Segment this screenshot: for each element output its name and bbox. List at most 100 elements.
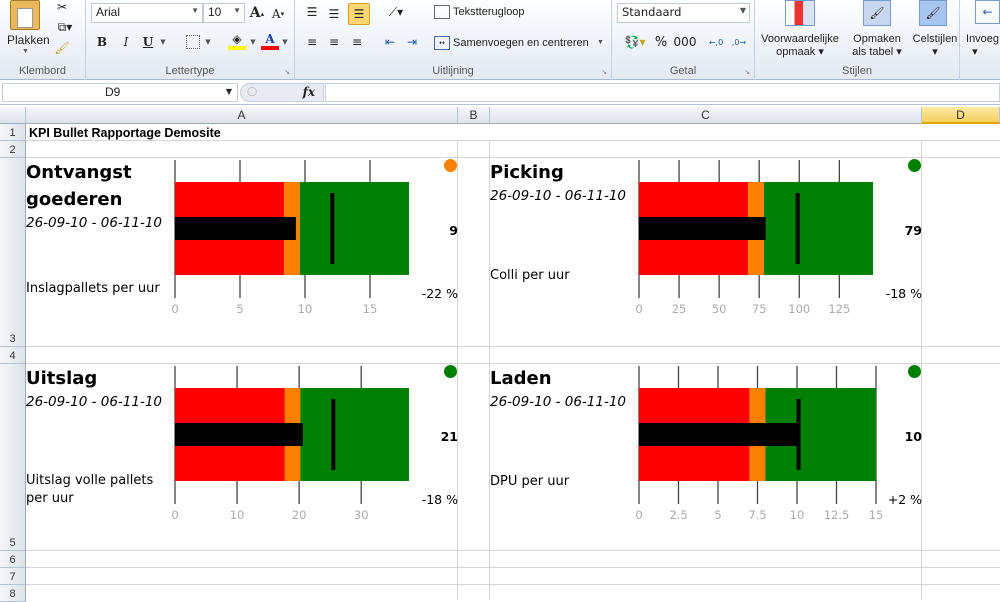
cell-styles-button[interactable]: Celstijlen ▾ bbox=[912, 33, 958, 58]
group-cells: ← Invoeg ▾ bbox=[960, 0, 1000, 80]
format-as-table-icon[interactable]: 🖌 bbox=[863, 0, 891, 26]
kpi-date-range: 26-09-10 - 06-11-10 bbox=[490, 394, 627, 410]
gridline bbox=[457, 141, 458, 600]
gridline bbox=[489, 141, 490, 600]
shrink-font-icon[interactable]: A ▾ bbox=[271, 7, 285, 21]
cell-styles-icon[interactable]: 🖌 bbox=[919, 0, 947, 26]
insert-icon[interactable]: ← bbox=[975, 0, 1000, 24]
copy-icon[interactable]: ⧉▾ bbox=[57, 19, 73, 34]
chevron-down-icon[interactable]: ▼ bbox=[225, 87, 232, 96]
orientation-icon[interactable]: ⟋▾ bbox=[388, 4, 404, 19]
column-header-a[interactable]: A bbox=[26, 107, 458, 124]
chevron-down-icon[interactable]: ▼ bbox=[597, 39, 604, 46]
gridline bbox=[26, 550, 1000, 551]
tick-label: 0 bbox=[635, 508, 642, 522]
align-left-icon[interactable]: ≡ bbox=[306, 35, 318, 49]
row-header-6[interactable]: 6 bbox=[0, 551, 26, 568]
format-painter-icon[interactable]: 🖌 bbox=[54, 41, 70, 55]
align-middle-icon[interactable]: ☰ bbox=[328, 7, 340, 21]
paste-dropdown[interactable]: ▼ bbox=[22, 48, 29, 55]
italic-button[interactable]: I bbox=[123, 35, 129, 49]
percent-button[interactable]: % bbox=[654, 34, 668, 50]
merge-center-button[interactable]: Samenvoegen en centreren bbox=[453, 37, 589, 49]
column-header-d[interactable]: D bbox=[922, 107, 1000, 124]
row-header-1[interactable]: 1 bbox=[0, 124, 26, 141]
borders-icon[interactable] bbox=[186, 35, 200, 49]
gridline bbox=[26, 346, 1000, 347]
group-label: Klembord bbox=[18, 65, 67, 77]
conditional-formatting-button[interactable]: Voorwaardelijke opmaak ▾ bbox=[761, 33, 839, 58]
row-header-3[interactable]: 3 bbox=[0, 158, 26, 347]
column-header-c[interactable]: C bbox=[490, 107, 922, 124]
row-header-4[interactable]: 4 bbox=[0, 347, 26, 364]
measure-bar bbox=[639, 217, 766, 240]
row-header-8[interactable]: 8 bbox=[0, 585, 26, 602]
currency-icon[interactable]: 💱▾ bbox=[624, 35, 646, 49]
row-header-2[interactable]: 2 bbox=[0, 141, 26, 158]
tick-label: 50 bbox=[712, 302, 727, 316]
column-header-b[interactable]: B bbox=[458, 107, 490, 124]
measure-bar bbox=[639, 423, 801, 446]
increase-decimal-icon[interactable]: ←,0 bbox=[708, 37, 724, 47]
gridline bbox=[26, 140, 1000, 141]
fill-color-icon[interactable]: ◈ bbox=[228, 32, 246, 50]
chevron-down-icon[interactable]: ▼ bbox=[282, 38, 288, 46]
font-size-value: 10 bbox=[208, 5, 222, 19]
target-marker bbox=[796, 399, 801, 470]
insert-function-button[interactable]: fx bbox=[302, 85, 315, 99]
sheet-title-cell[interactable]: KPI Bullet Rapportage Demosite bbox=[29, 126, 221, 140]
expand-handle-icon[interactable]: ◯ bbox=[247, 87, 258, 97]
kpi-title: Uitslag bbox=[26, 368, 98, 389]
chevron-down-icon[interactable]: ▼ bbox=[205, 38, 211, 46]
font-size-select[interactable]: 10 ▼ bbox=[203, 3, 245, 23]
font-name-select[interactable]: Arial ▼ bbox=[91, 3, 203, 23]
dialog-launcher-icon[interactable]: ↘ bbox=[284, 68, 290, 76]
select-all-corner[interactable] bbox=[0, 107, 26, 124]
bullet-chart: 0 5 10 15 bbox=[171, 160, 409, 316]
formula-input[interactable] bbox=[325, 83, 1000, 102]
name-box-value: D9 bbox=[105, 85, 121, 99]
align-bottom-icon[interactable]: ☰ bbox=[348, 3, 370, 25]
range-good bbox=[299, 182, 409, 275]
bold-button[interactable]: B bbox=[96, 35, 108, 49]
kpi-metric-label: Uitslag volle pallets per uur bbox=[26, 473, 154, 506]
group-font: Arial ▼ 10 ▼ A ▴ A ▾ B I U ▼ ▼ ◈ ▼ A ▼ Lette… bbox=[86, 0, 295, 80]
cut-icon[interactable]: ✂ bbox=[56, 0, 68, 14]
gridline bbox=[26, 567, 1000, 568]
format-as-table-button[interactable]: Opmaken als tabel ▾ bbox=[852, 33, 902, 58]
kpi-delta: +2 % bbox=[887, 492, 922, 507]
chevron-down-icon: ▼ bbox=[739, 6, 746, 15]
row-header-5[interactable]: 5 bbox=[0, 364, 26, 551]
number-format-select[interactable]: Standaard ▼ bbox=[617, 3, 750, 23]
font-color-icon[interactable]: A bbox=[261, 32, 279, 50]
dialog-launcher-icon[interactable]: ↘ bbox=[744, 68, 750, 76]
grow-font-icon[interactable]: A ▴ bbox=[249, 5, 265, 21]
underline-button[interactable]: U bbox=[142, 35, 154, 49]
name-box[interactable]: D9 ▼ bbox=[2, 83, 238, 102]
row-header-7[interactable]: 7 bbox=[0, 568, 26, 585]
target-marker bbox=[331, 399, 336, 470]
status-indicator-icon bbox=[444, 365, 457, 378]
decrease-indent-icon[interactable]: ⇤ bbox=[384, 35, 396, 49]
align-top-icon[interactable]: ☰ bbox=[306, 5, 318, 19]
align-right-icon[interactable]: ≡ bbox=[351, 35, 363, 49]
merge-center-icon[interactable]: ↔ bbox=[434, 36, 450, 50]
chevron-down-icon[interactable]: ▼ bbox=[250, 38, 256, 46]
wrap-text-button[interactable]: Tekstterugloop bbox=[453, 6, 525, 18]
chevron-down-icon[interactable]: ▼ bbox=[160, 38, 166, 46]
kpi-delta: -22 % bbox=[421, 286, 458, 301]
kpi-delta: -18 % bbox=[421, 492, 458, 507]
increase-indent-icon[interactable]: ⇥ bbox=[406, 35, 418, 49]
thousands-button[interactable]: 000 bbox=[673, 35, 697, 49]
insert-button[interactable]: Invoeg ▾ bbox=[966, 33, 1000, 58]
tick-label: 0 bbox=[171, 302, 178, 316]
align-center-icon[interactable]: ≡ bbox=[328, 35, 340, 49]
measure-bar bbox=[175, 217, 296, 240]
wrap-text-icon[interactable] bbox=[434, 5, 450, 19]
paste-button[interactable]: Plakken bbox=[7, 33, 50, 47]
range-good bbox=[300, 388, 409, 481]
conditional-formatting-icon[interactable] bbox=[785, 0, 815, 26]
dialog-launcher-icon[interactable]: ↘ bbox=[601, 68, 607, 76]
paste-icon[interactable] bbox=[10, 0, 40, 30]
decrease-decimal-icon[interactable]: ,0→ bbox=[731, 37, 747, 47]
